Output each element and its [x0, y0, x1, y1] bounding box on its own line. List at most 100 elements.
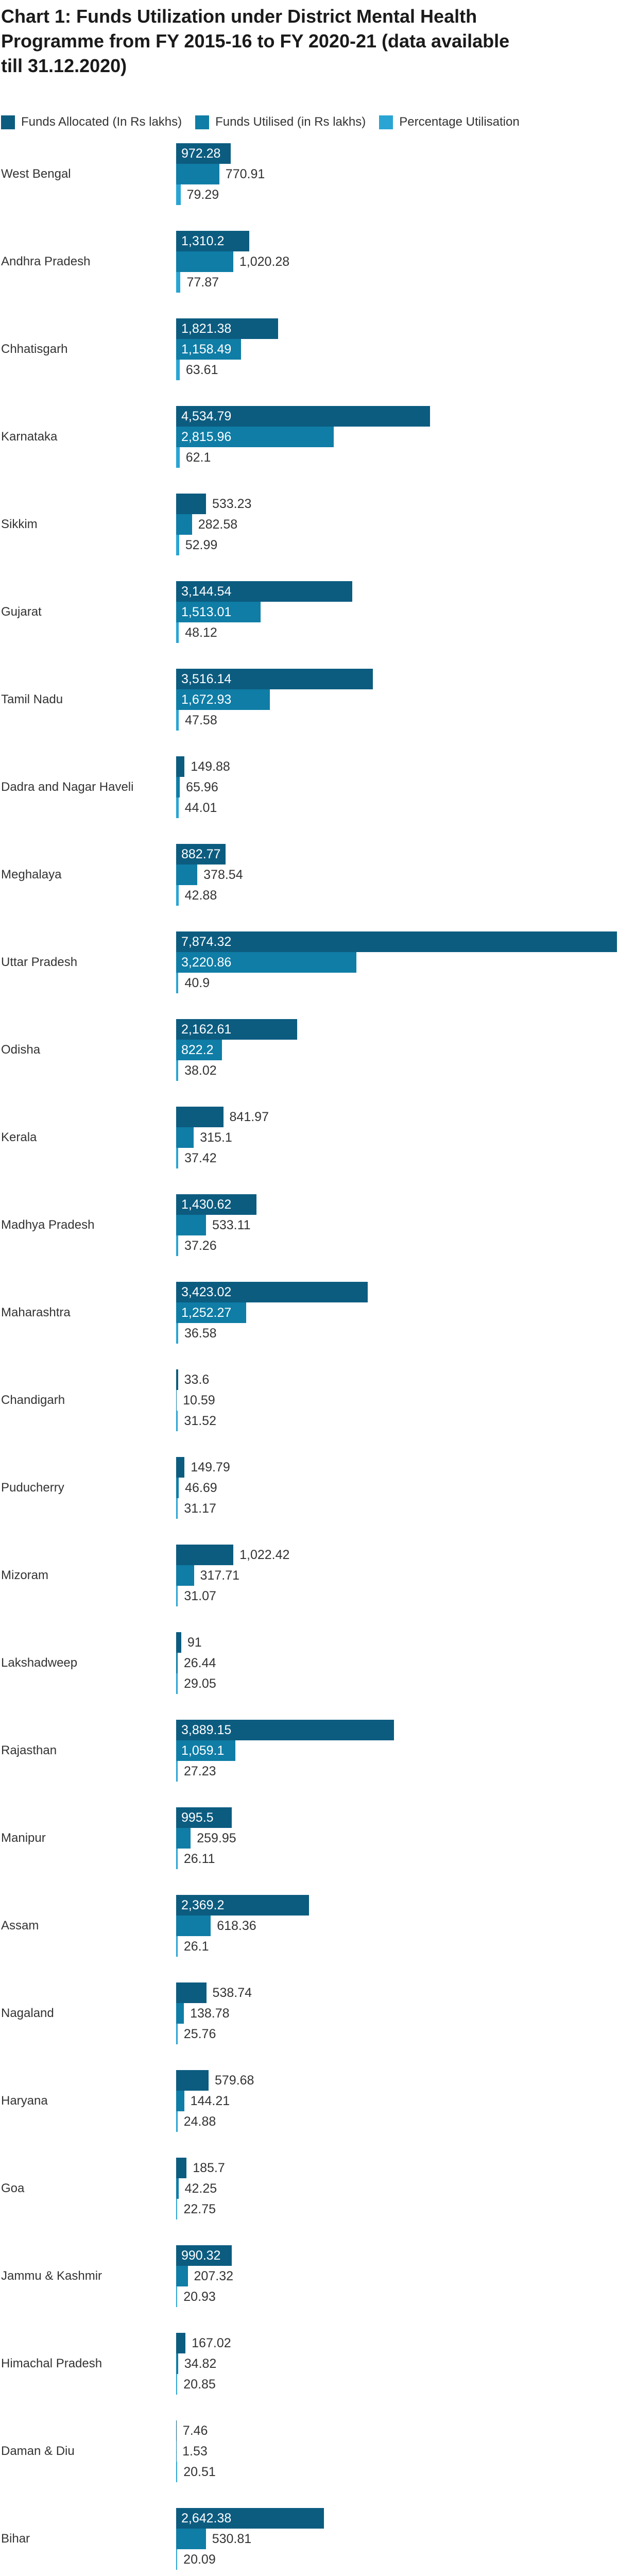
- bar-set: 2,369.2 618.36 26.1: [176, 1895, 618, 1957]
- bar-fill-percentage: [176, 272, 181, 293]
- bar-fill-percentage: [176, 2462, 178, 2482]
- value-label-utilised: 315.1: [200, 1130, 232, 1145]
- bar-allocated: 533.23: [176, 494, 618, 514]
- state-label: Jammu & Kashmir: [1, 2269, 102, 2283]
- bar-utilised: 259.95: [176, 1828, 618, 1849]
- legend-item-percentage: Percentage Utilisation: [379, 115, 520, 129]
- value-label-percentage: 77.87: [186, 275, 219, 290]
- bar-utilised: 42.25: [176, 2178, 618, 2199]
- bar-set: 841.97 315.1 37.42: [176, 1107, 618, 1168]
- state-label: Dadra and Nagar Haveli: [1, 780, 134, 794]
- state-label: Kerala: [1, 1130, 37, 1144]
- bar-fill-percentage: [176, 1148, 179, 1168]
- state-group: Sikkim 533.23 282.58 52.99: [0, 494, 618, 555]
- state-label: Goa: [1, 2181, 25, 2195]
- bar-allocated: 995.5: [176, 1807, 618, 1828]
- value-label-utilised: 533.11: [212, 1218, 251, 1232]
- bar-utilised: 2,815.96: [176, 427, 618, 447]
- bar-fill-utilised: [176, 251, 233, 272]
- bar-utilised: 65.96: [176, 777, 618, 798]
- bar-utilised: 530.81: [176, 2529, 618, 2549]
- state-label: Himachal Pradesh: [1, 2357, 102, 2370]
- value-label-allocated: 3,423.02: [181, 1285, 232, 1299]
- value-label-allocated: 167.02: [192, 2336, 231, 2350]
- state-group: Meghalaya 882.77 378.54 42.88: [0, 844, 618, 906]
- bar-utilised: 770.91: [176, 164, 618, 184]
- value-label-percentage: 52.99: [185, 538, 218, 552]
- bar-utilised: 317.71: [176, 1565, 618, 1586]
- value-label-allocated: 4,534.79: [181, 409, 232, 423]
- bar-utilised: 1,672.93: [176, 689, 618, 710]
- bar-fill-allocated: [176, 1369, 178, 1390]
- value-label-allocated: 538.74: [212, 1986, 252, 2000]
- legend-swatch-percentage: [379, 115, 393, 129]
- state-label: Mizoram: [1, 1568, 49, 1582]
- bar-fill-allocated: [176, 494, 206, 514]
- bar-fill-percentage: [176, 1411, 178, 1431]
- state-label: Andhra Pradesh: [1, 255, 91, 268]
- state-group: Jammu & Kashmir 990.32 207.32 20.93: [0, 2245, 618, 2307]
- bar-set: 972.28 770.91 79.29: [176, 143, 618, 205]
- value-label-allocated: 579.68: [215, 2073, 254, 2088]
- bar-fill-allocated: [176, 406, 430, 427]
- value-label-allocated: 3,516.14: [181, 672, 232, 686]
- bar-fill-utilised: [176, 164, 219, 184]
- bar-allocated: 2,369.2: [176, 1895, 618, 1916]
- bar-utilised: 34.82: [176, 2353, 618, 2374]
- bar-fill-utilised: [176, 1828, 191, 1849]
- bar-fill-utilised: [176, 2178, 179, 2199]
- state-group: Haryana 579.68 144.21 24.88: [0, 2070, 618, 2132]
- state-label: Meghalaya: [1, 868, 62, 882]
- bar-set: 91 26.44 29.05: [176, 1632, 618, 1694]
- value-label-utilised: 618.36: [217, 1919, 256, 1933]
- value-label-allocated: 1,430.62: [181, 1197, 232, 1212]
- value-label-percentage: 62.1: [185, 450, 211, 465]
- bar-fill-allocated: [176, 2508, 324, 2529]
- state-label: Lakshadweep: [1, 1656, 78, 1670]
- bar-percentage: 47.58: [176, 710, 618, 731]
- bar-fill-allocated: [176, 1019, 298, 1040]
- value-label-percentage: 31.07: [184, 1589, 216, 1603]
- bar-utilised: 1,059.1: [176, 1740, 618, 1761]
- bar-allocated: 4,534.79: [176, 406, 618, 427]
- value-label-utilised: 26.44: [183, 1656, 216, 1670]
- state-label: Chandigarh: [1, 1393, 65, 1407]
- bar-percentage: 79.29: [176, 184, 618, 205]
- state-group: Maharashtra 3,423.02 1,252.27 36.58: [0, 1282, 618, 1344]
- bar-utilised: 3,220.86: [176, 952, 618, 973]
- bar-utilised: 822.2: [176, 1040, 618, 1060]
- state-group: Rajasthan 3,889.15 1,059.1 27.23: [0, 1720, 618, 1782]
- bar-fill-utilised: [176, 952, 357, 973]
- bar-percentage: 62.1: [176, 447, 618, 468]
- bar-allocated: 3,144.54: [176, 581, 618, 602]
- value-label-percentage: 20.93: [183, 2290, 216, 2304]
- chart-title-line-3: till 31.12.2020): [1, 55, 127, 76]
- bar-fill-allocated: [176, 1982, 207, 2003]
- bar-fill-percentage: [176, 798, 179, 818]
- bar-allocated: 1,821.38: [176, 318, 618, 339]
- value-label-utilised: 1,513.01: [181, 605, 232, 619]
- value-label-percentage: 31.17: [184, 1501, 216, 1516]
- bar-fill-percentage: [176, 1235, 179, 1256]
- bar-percentage: 36.58: [176, 1323, 618, 1344]
- bar-fill-percentage: [176, 1060, 179, 1081]
- legend: Funds Allocated (In Rs lakhs) Funds Utili…: [1, 115, 618, 129]
- value-label-allocated: 2,162.61: [181, 1022, 232, 1037]
- value-label-percentage: 26.1: [183, 1939, 209, 1954]
- bar-percentage: 26.11: [176, 1849, 618, 1869]
- bar-set: 2,162.61 822.2 38.02: [176, 1019, 618, 1081]
- value-label-utilised: 3,220.86: [181, 955, 232, 970]
- value-label-utilised: 10.59: [183, 1393, 215, 1408]
- bar-percentage: 25.76: [176, 2024, 618, 2044]
- chart-title-line-2: Programme from FY 2015-16 to FY 2020-21 …: [1, 30, 510, 52]
- value-label-utilised: 46.69: [185, 1481, 217, 1495]
- value-label-utilised: 1.53: [182, 2444, 208, 2459]
- value-label-allocated: 1,022.42: [239, 1548, 290, 1562]
- value-label-allocated: 995.5: [181, 1810, 214, 1825]
- bar-percentage: 20.93: [176, 2286, 618, 2307]
- bar-fill-utilised: [176, 339, 241, 360]
- bar-fill-allocated: [176, 669, 373, 689]
- chart-title-line-1: Chart 1: Funds Utilization under Distric…: [1, 6, 477, 27]
- value-label-allocated: 1,310.2: [181, 234, 225, 248]
